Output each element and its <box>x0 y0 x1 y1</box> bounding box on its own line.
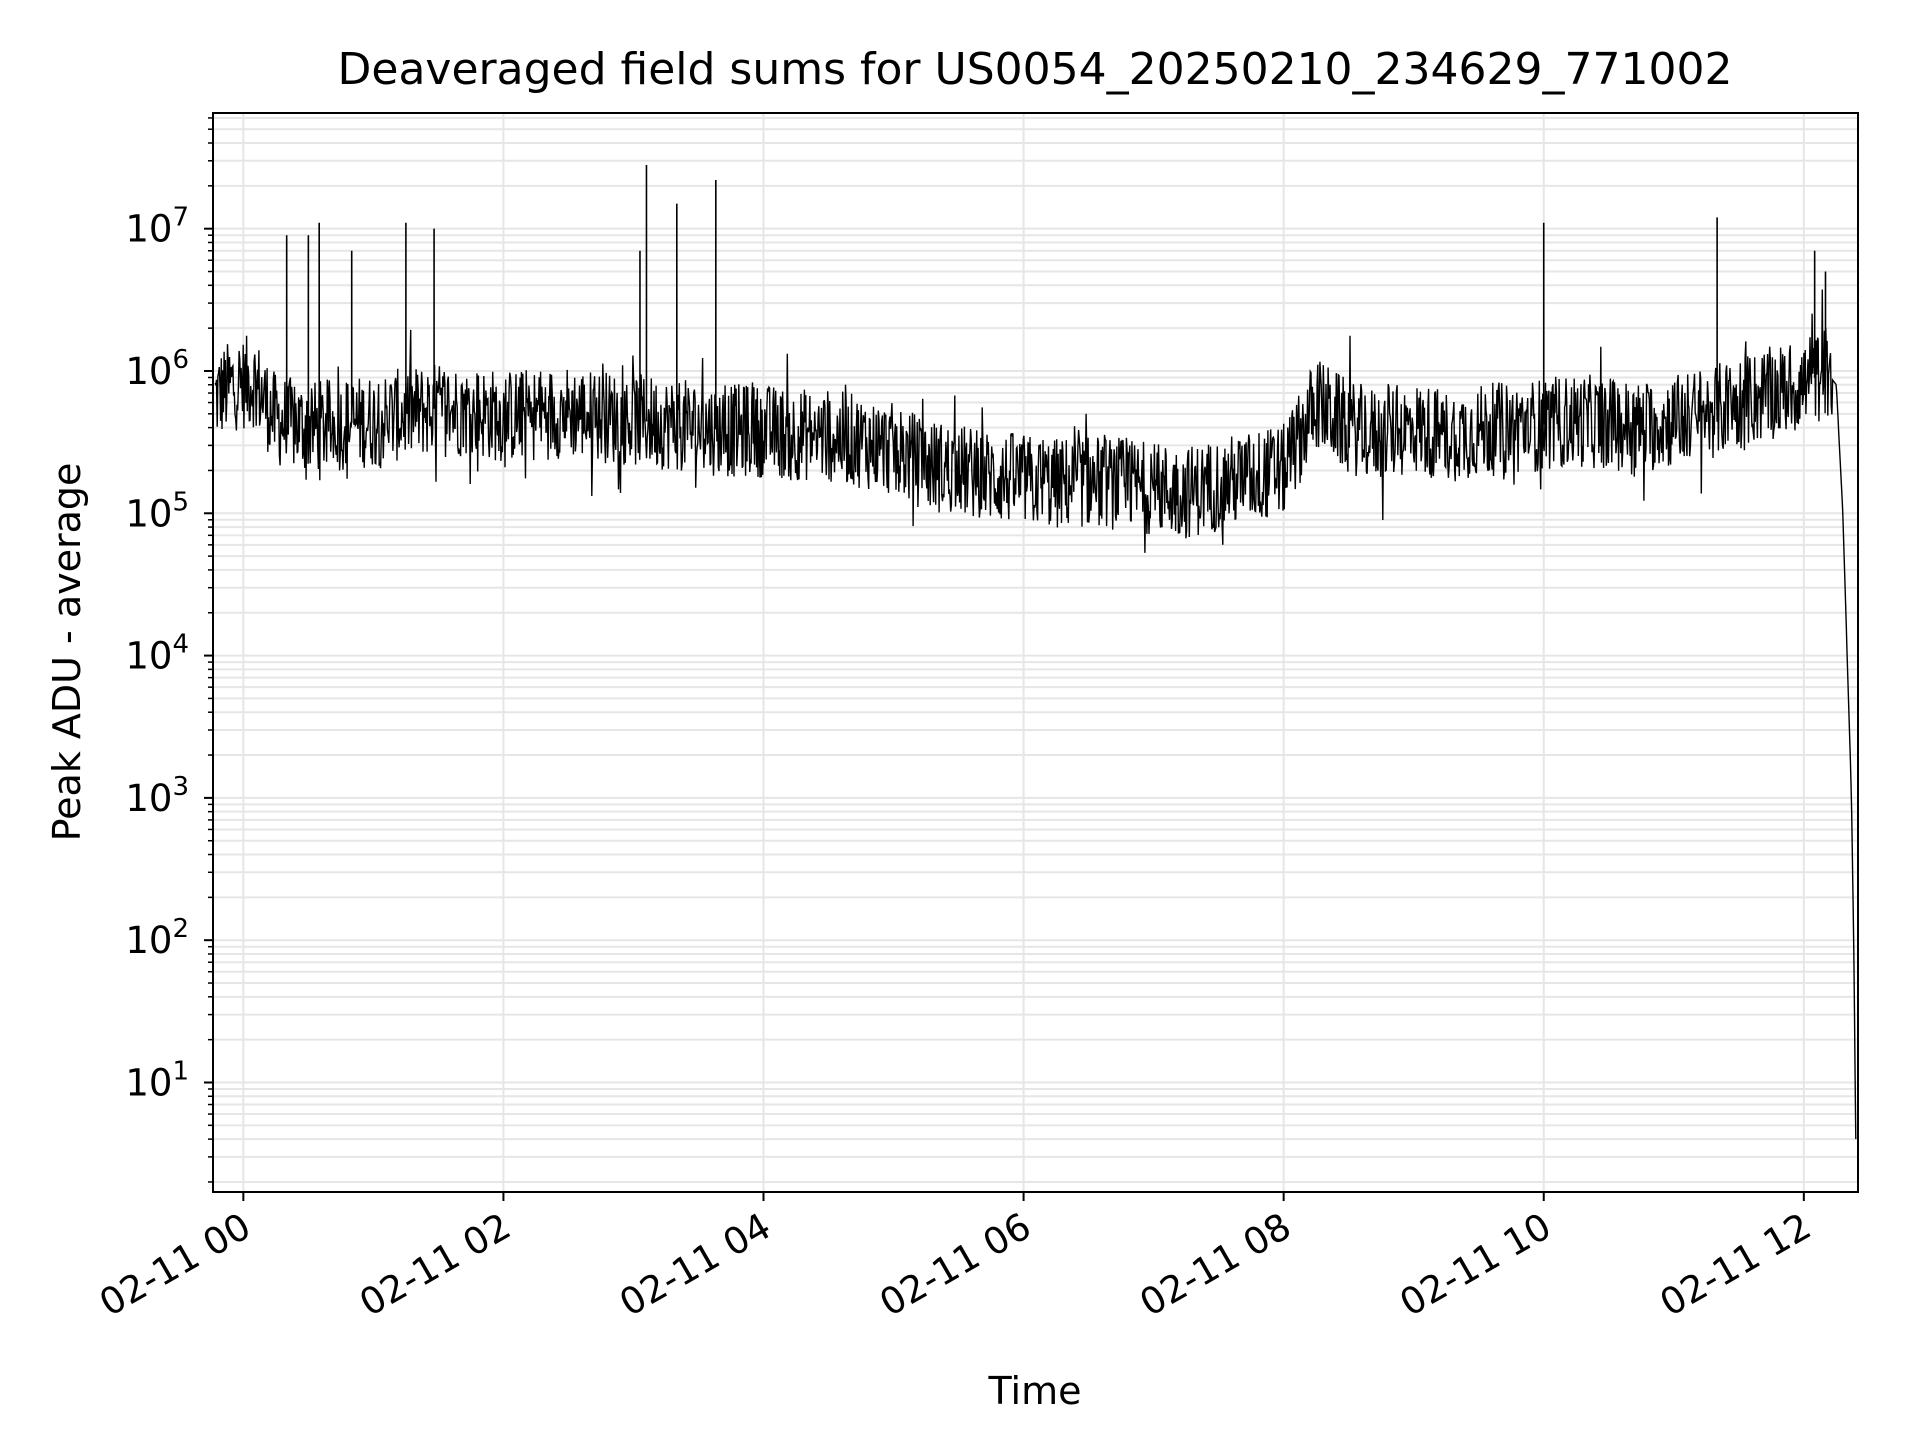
grid-lines <box>213 113 1858 1192</box>
y-tick-label: 101 <box>125 1056 189 1104</box>
y-axis-ticks: 101 102 103 104 105 106 107 <box>125 117 213 1183</box>
y-tick-label: 104 <box>125 630 189 678</box>
y-tick-label: 105 <box>125 487 189 535</box>
y-tick-label: 107 <box>125 203 189 251</box>
y-tick-label: 103 <box>125 772 189 820</box>
y-axis-label: Peak ADU - average <box>45 463 89 842</box>
plot-frame <box>212 112 1859 1193</box>
y-tick-label: 102 <box>125 914 189 962</box>
x-axis-label: Time <box>988 1369 1082 1413</box>
chart-title: Deaveraged field sums for US0054_2025021… <box>338 44 1733 95</box>
series-line <box>214 289 1857 1140</box>
data-series <box>214 165 1857 1140</box>
y-tick-label: 106 <box>125 345 189 393</box>
